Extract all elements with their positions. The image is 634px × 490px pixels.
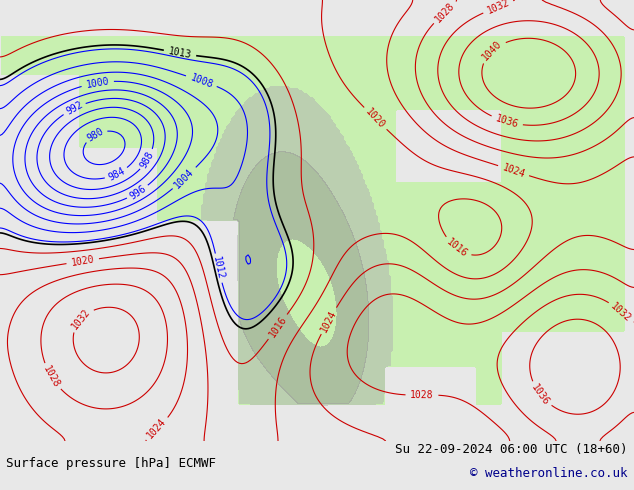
Text: 980: 980 [86, 126, 105, 144]
Text: 1032: 1032 [486, 0, 511, 16]
Text: 1040: 1040 [481, 39, 504, 63]
Text: 1004: 1004 [172, 166, 197, 190]
Text: 1024: 1024 [501, 162, 526, 179]
Text: 988: 988 [139, 149, 156, 170]
Text: © weatheronline.co.uk: © weatheronline.co.uk [470, 467, 628, 480]
Text: 1024: 1024 [145, 416, 169, 441]
Text: 1020: 1020 [70, 254, 95, 268]
Text: 984: 984 [107, 166, 127, 182]
Text: 1016: 1016 [444, 237, 469, 259]
Text: 1032: 1032 [70, 307, 92, 331]
Text: 1012: 1012 [211, 256, 226, 281]
Text: 1028: 1028 [41, 364, 61, 390]
Text: 1036: 1036 [494, 113, 519, 130]
Text: Surface pressure [hPa] ECMWF: Surface pressure [hPa] ECMWF [6, 457, 216, 470]
Text: 1028: 1028 [434, 0, 457, 24]
Text: 992: 992 [64, 99, 84, 117]
Text: 1008: 1008 [189, 72, 214, 90]
Text: 1000: 1000 [85, 76, 110, 90]
Text: 1020: 1020 [364, 106, 387, 130]
Text: Su 22-09-2024 06:00 UTC (18+60): Su 22-09-2024 06:00 UTC (18+60) [395, 442, 628, 456]
Text: 1028: 1028 [410, 390, 434, 400]
Text: 1013: 1013 [167, 46, 192, 60]
Text: 1016: 1016 [267, 314, 288, 339]
Text: 996: 996 [127, 183, 148, 201]
Text: 1032: 1032 [609, 301, 633, 324]
Text: 1036: 1036 [529, 382, 551, 407]
Text: 1024: 1024 [319, 308, 339, 334]
